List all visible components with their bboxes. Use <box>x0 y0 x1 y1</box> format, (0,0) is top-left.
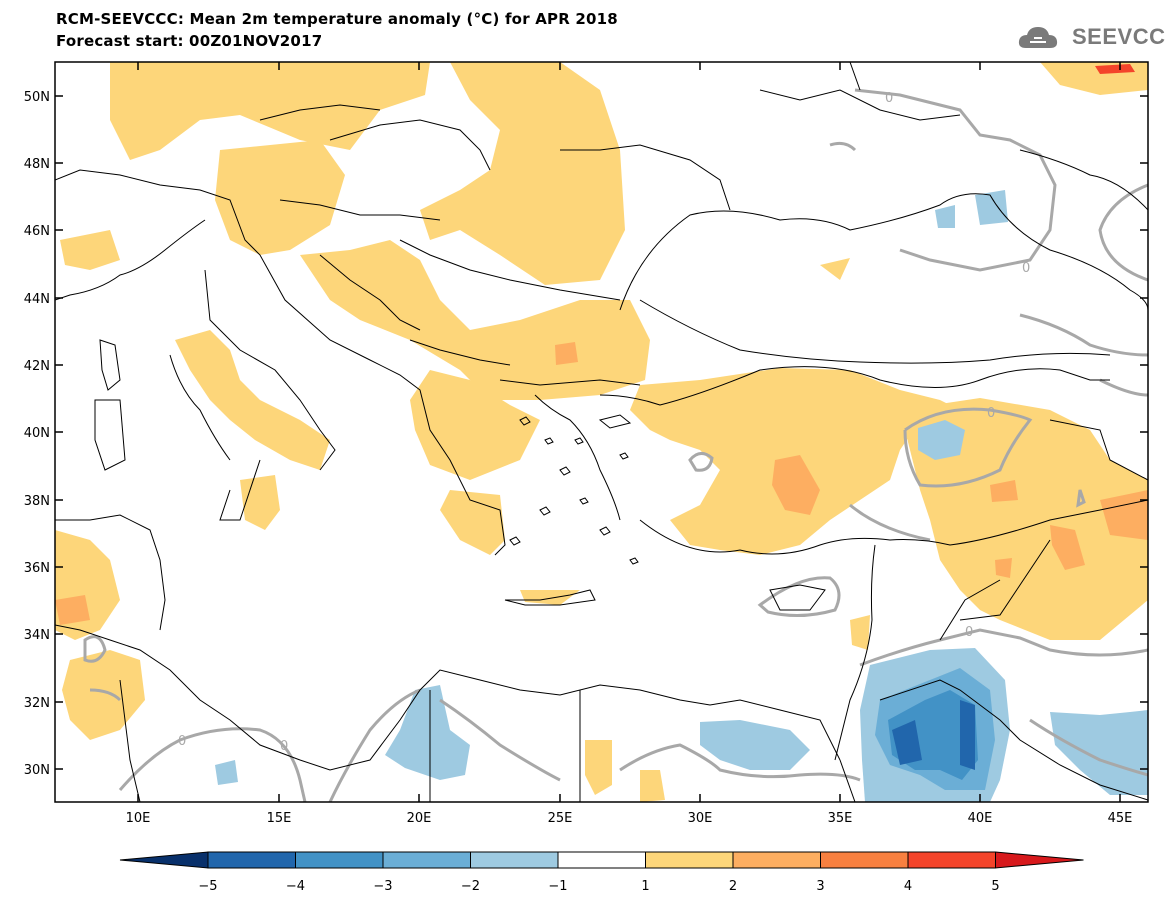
colorbar-label: 2 <box>729 879 737 894</box>
logo-text: SEEVCCC <box>1072 24 1165 49</box>
colorbar-label: −4 <box>286 879 305 894</box>
lon-label: 30E <box>688 811 713 826</box>
seevccc-cloud-logo-icon <box>1018 27 1058 48</box>
colorbar-label: −2 <box>461 879 480 894</box>
lon-label: 10E <box>126 811 151 826</box>
lon-label: 25E <box>548 811 573 826</box>
latitude-ticks <box>55 95 1148 770</box>
contour-label-0: 0 <box>178 734 186 749</box>
map-title: RCM-SEEVCCC: Mean 2m temperature anomaly… <box>56 10 618 28</box>
lat-label: 40N <box>24 426 50 441</box>
lat-label: 48N <box>24 157 50 172</box>
lat-label: 34N <box>24 628 50 643</box>
forecast-start-label: Forecast start: 00Z01NOV2017 <box>56 32 323 50</box>
lat-label: 42N <box>24 359 50 374</box>
lat-label: 36N <box>24 561 50 576</box>
contour-label-0: 0 <box>987 406 995 421</box>
lat-label: 32N <box>24 696 50 711</box>
lat-label: 30N <box>24 763 50 778</box>
contour-label-0: 0 <box>280 739 288 754</box>
temperature-anomaly-map: 0 0 0 0 0 0 50N 48N 46N <box>24 61 1149 826</box>
lon-label: 40E <box>968 811 993 826</box>
lon-label: 35E <box>828 811 853 826</box>
zero-anomaly-contours <box>83 88 1148 802</box>
aegean-islands <box>509 414 639 565</box>
lon-label: 15E <box>267 811 292 826</box>
contour-label-0: 0 <box>885 91 893 106</box>
lat-label: 38N <box>24 494 50 509</box>
lat-label: 44N <box>24 292 50 307</box>
lat-label: 46N <box>24 224 50 239</box>
lon-label: 20E <box>407 811 432 826</box>
longitude-ticks <box>137 62 1121 802</box>
colorbar-label: −5 <box>198 879 217 894</box>
colorbar-label: −1 <box>548 879 567 894</box>
lon-label: 45E <box>1108 811 1133 826</box>
colorbar-label: 1 <box>641 879 649 894</box>
colorbar-label: 3 <box>816 879 824 894</box>
coastlines-and-borders <box>55 62 1148 802</box>
lat-label: 50N <box>24 90 50 105</box>
colorbar-label: 4 <box>904 879 912 894</box>
hot-anomaly-spot <box>1095 64 1135 74</box>
strongest-cool-anomaly-regions <box>892 700 975 770</box>
strong-warm-anomaly-regions <box>55 342 1148 625</box>
contour-label-0: 0 <box>1022 261 1030 276</box>
contour-label-0: 0 <box>965 625 973 640</box>
colorbar-label: −3 <box>373 879 392 894</box>
colorbar-label: 5 <box>991 879 999 894</box>
